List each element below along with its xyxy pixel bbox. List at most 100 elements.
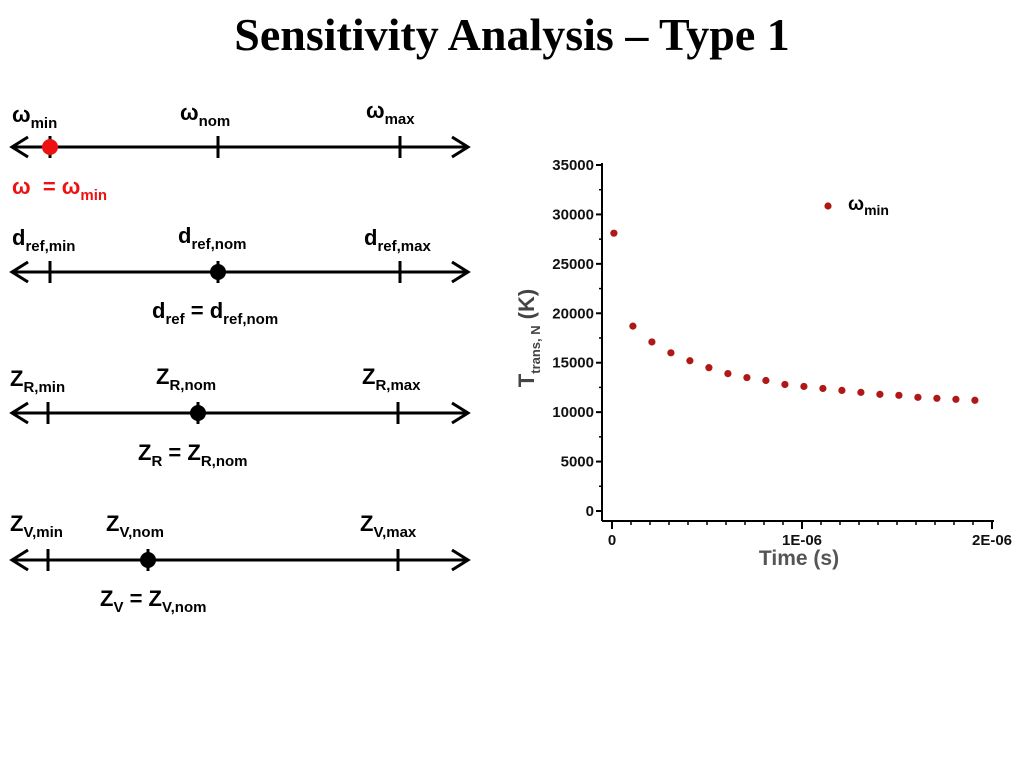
- equation-1: ω = ωmin: [12, 174, 108, 204]
- y-axis-label-subscript: trans, N: [528, 325, 543, 373]
- label-min-2: dref,min: [12, 225, 76, 255]
- label-min-2-base: d: [12, 225, 26, 250]
- equation-part: =: [123, 586, 149, 611]
- equation-part: =: [162, 440, 188, 465]
- left-arrow-icon: [9, 260, 29, 284]
- right-arrow-icon: [451, 135, 471, 159]
- equation-part: Z: [187, 440, 201, 465]
- legend-label: ωmin: [848, 194, 889, 218]
- series-points: [610, 229, 979, 404]
- equation-part: d: [152, 298, 166, 323]
- equation-part: ω: [12, 174, 31, 199]
- y-tick-label: 0: [586, 503, 594, 520]
- legend-label-base: ω: [848, 194, 864, 215]
- x-tick-label: 2E-06: [972, 532, 1012, 549]
- label-min-1: ωmin: [12, 104, 58, 132]
- label-nom-2-base: d: [178, 223, 192, 248]
- range-lines: [9, 135, 471, 572]
- data-point: [743, 373, 751, 382]
- y-tick-label: 15000: [552, 355, 594, 372]
- y-tick-label: 35000: [552, 157, 594, 174]
- label-max-1-base: ω: [366, 98, 385, 123]
- label-min-1-subscript: min: [30, 115, 58, 132]
- right-arrow-icon: [451, 548, 471, 572]
- x-axis-label: Time (s): [759, 547, 839, 570]
- label-nom-3: ZR,nom: [156, 364, 217, 394]
- label-max-2-base: d: [364, 225, 378, 250]
- data-point: [914, 393, 922, 401]
- slide-title: Sensitivity Analysis – Type 1: [234, 9, 790, 60]
- label-nom-4-base: Z: [106, 511, 120, 536]
- range-line-4: [9, 548, 471, 572]
- label-nom-1: ωnom: [180, 102, 231, 130]
- equation-2: dref = dref,nom: [152, 298, 279, 328]
- equation-part: min: [80, 187, 108, 204]
- equation-part: =: [36, 174, 62, 199]
- equation-part: ω: [61, 174, 81, 199]
- y-tick-label: 25000: [552, 256, 594, 273]
- equation-part: ref,nom: [223, 311, 279, 328]
- data-point: [819, 384, 827, 393]
- data-point: [629, 322, 637, 330]
- data-point: [610, 229, 618, 237]
- label-max-3-subscript: R,max: [375, 377, 421, 394]
- range-line-3: [9, 401, 471, 425]
- y-tick-label: 30000: [552, 206, 594, 223]
- legend: ωmin: [824, 194, 889, 218]
- data-point: [724, 369, 732, 378]
- data-point: [762, 376, 770, 385]
- y-axis-label-unit: (K): [514, 289, 539, 320]
- x-tick-label: 0: [608, 532, 616, 549]
- data-point: [800, 382, 808, 391]
- legend-marker: [824, 202, 832, 210]
- label-min-3-subscript: R,min: [23, 379, 66, 396]
- data-point: [781, 380, 789, 389]
- left-arrow-icon: [9, 548, 29, 572]
- data-point: [952, 395, 960, 403]
- label-nom-1-subscript: nom: [198, 113, 231, 130]
- label-max-2: dref,max: [364, 225, 431, 255]
- data-point: [895, 391, 903, 399]
- label-nom-3-base: Z: [156, 364, 170, 389]
- equation-part: Z: [100, 586, 114, 611]
- selected-value-marker: [42, 139, 58, 155]
- equation-part: R: [151, 453, 163, 470]
- y-tick-label: 20000: [552, 305, 594, 322]
- label-max-4: ZV,max: [360, 513, 417, 541]
- y-tick-label: 5000: [561, 454, 594, 471]
- y-axis-label-base: T: [514, 373, 539, 387]
- label-max-4-subscript: V,max: [373, 524, 417, 541]
- data-point: [686, 357, 694, 365]
- label-min-3-base: Z: [10, 366, 24, 391]
- label-max-3: ZR,max: [362, 366, 421, 394]
- label-nom-2: dref,nom: [178, 223, 246, 253]
- label-max-1: ωmax: [366, 98, 415, 128]
- legend-label-subscript: min: [864, 202, 889, 218]
- chart-frame: 0 5000 10000 15000 20000 25000 30000 35000 0 1E-0…: [514, 157, 1012, 570]
- equation-part: V,nom: [162, 599, 207, 616]
- x-tick-label: 1E-06: [782, 532, 822, 549]
- data-point: [933, 394, 941, 402]
- data-point: [971, 396, 979, 404]
- label-min-4-subscript: V,min: [23, 524, 63, 541]
- equation-3: ZR = ZR,nom: [138, 440, 248, 470]
- left-arrow-icon: [9, 135, 29, 159]
- label-min-4-base: Z: [10, 511, 24, 536]
- label-nom-4-subscript: V,nom: [119, 524, 164, 541]
- right-arrow-icon: [451, 260, 471, 284]
- selected-value-marker: [190, 405, 206, 421]
- y-tick-label: 10000: [552, 404, 594, 421]
- label-nom-4: ZV,nom: [106, 511, 164, 541]
- equation-part: Z: [148, 586, 162, 611]
- selected-value-marker: [210, 264, 226, 280]
- label-min-2-subscript: ref,min: [25, 238, 76, 255]
- equation-part: =: [184, 298, 210, 323]
- equation-part: d: [209, 298, 224, 323]
- equation-part: V: [113, 599, 124, 616]
- data-point: [667, 349, 675, 357]
- right-arrow-icon: [451, 401, 471, 425]
- label-min-3: ZR,min: [10, 366, 66, 396]
- data-point: [838, 386, 846, 394]
- label-nom-3-subscript: R,nom: [169, 377, 217, 394]
- equation-part: Z: [138, 440, 152, 465]
